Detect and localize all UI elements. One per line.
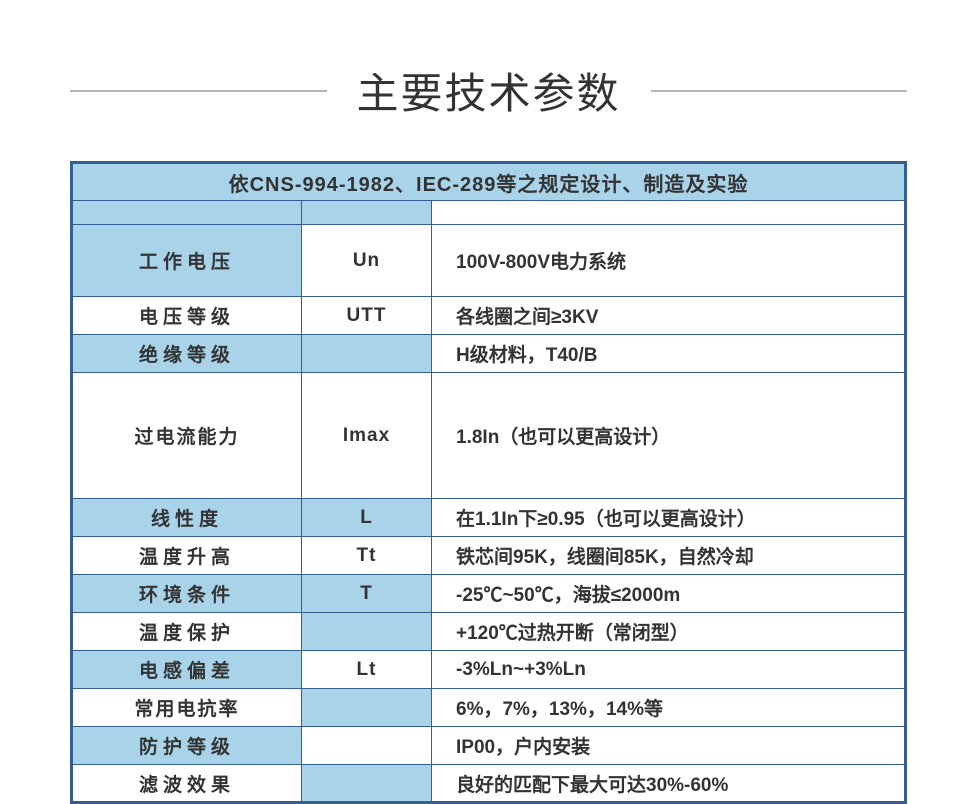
spec-description: 各线圈之间≥3KV	[432, 297, 906, 335]
page-title: 主要技术参数	[357, 60, 621, 121]
spec-symbol: Un	[302, 225, 432, 297]
spec-description: +120℃过热开断（常闭型）	[432, 613, 906, 651]
title-section: 主要技术参数	[0, 0, 977, 161]
table-row: 电压等级UTT各线圈之间≥3KV	[72, 297, 906, 335]
spec-symbol: Tt	[302, 537, 432, 575]
table-row: 滤波效果 良好的匹配下最大可达30%-60%	[72, 765, 906, 803]
spec-label: 工作电压	[72, 225, 302, 297]
spec-label: 常用电抗率	[72, 689, 302, 727]
spec-symbol	[302, 727, 432, 765]
spec-description: -25℃~50℃，海拔≤2000m	[432, 575, 906, 613]
table-row: 防护等级 IP00，户内安装	[72, 727, 906, 765]
spec-label: 温度升高	[72, 537, 302, 575]
title-line-left	[70, 90, 327, 92]
table-container: 依CNS-994-1982、IEC-289等之规定设计、制造及实验 工作电压Un…	[0, 161, 977, 804]
table-row: 过电流能力Imax1.8In（也可以更高设计）	[72, 373, 906, 499]
spec-symbol	[302, 613, 432, 651]
spec-description: 1.8In（也可以更高设计）	[432, 373, 906, 499]
spec-label: 温度保护	[72, 613, 302, 651]
spec-description: 在1.1In下≥0.95（也可以更高设计）	[432, 499, 906, 537]
spacer-cell	[432, 201, 906, 225]
spacer-cell	[72, 201, 302, 225]
title-line-right	[651, 90, 908, 92]
spec-symbol: T	[302, 575, 432, 613]
table-header-cell: 依CNS-994-1982、IEC-289等之规定设计、制造及实验	[72, 163, 906, 201]
spec-label: 绝缘等级	[72, 335, 302, 373]
spec-label: 防护等级	[72, 727, 302, 765]
spec-symbol	[302, 335, 432, 373]
spec-symbol: Imax	[302, 373, 432, 499]
table-row: 线性度L在1.1In下≥0.95（也可以更高设计）	[72, 499, 906, 537]
table-row: 工作电压Un100V-800V电力系统	[72, 225, 906, 297]
table-row: 绝缘等级 H级材料，T40/B	[72, 335, 906, 373]
table-row: 电感偏差Lt-3%Ln~+3%Ln	[72, 651, 906, 689]
spacer-cell	[302, 201, 432, 225]
table-header-row: 依CNS-994-1982、IEC-289等之规定设计、制造及实验	[72, 163, 906, 201]
spec-description: 铁芯间95K，线圈间85K，自然冷却	[432, 537, 906, 575]
spec-description: H级材料，T40/B	[432, 335, 906, 373]
spec-description: -3%Ln~+3%Ln	[432, 651, 906, 689]
table-row: 环境条件T-25℃~50℃，海拔≤2000m	[72, 575, 906, 613]
table-row: 常用电抗率 6%，7%，13%，14%等	[72, 689, 906, 727]
spec-label: 线性度	[72, 499, 302, 537]
spec-label: 环境条件	[72, 575, 302, 613]
spec-symbol	[302, 765, 432, 803]
spec-symbol	[302, 689, 432, 727]
spec-symbol: UTT	[302, 297, 432, 335]
spec-table: 依CNS-994-1982、IEC-289等之规定设计、制造及实验 工作电压Un…	[70, 161, 907, 804]
spec-label: 电感偏差	[72, 651, 302, 689]
table-spacer-row	[72, 201, 906, 225]
spec-label: 滤波效果	[72, 765, 302, 803]
spec-description: 100V-800V电力系统	[432, 225, 906, 297]
table-row: 温度升高Tt铁芯间95K，线圈间85K，自然冷却	[72, 537, 906, 575]
spec-symbol: Lt	[302, 651, 432, 689]
spec-description: IP00，户内安装	[432, 727, 906, 765]
spec-description: 良好的匹配下最大可达30%-60%	[432, 765, 906, 803]
spec-label: 电压等级	[72, 297, 302, 335]
spec-symbol: L	[302, 499, 432, 537]
table-row: 温度保护 +120℃过热开断（常闭型）	[72, 613, 906, 651]
spec-label: 过电流能力	[72, 373, 302, 499]
spec-description: 6%，7%，13%，14%等	[432, 689, 906, 727]
